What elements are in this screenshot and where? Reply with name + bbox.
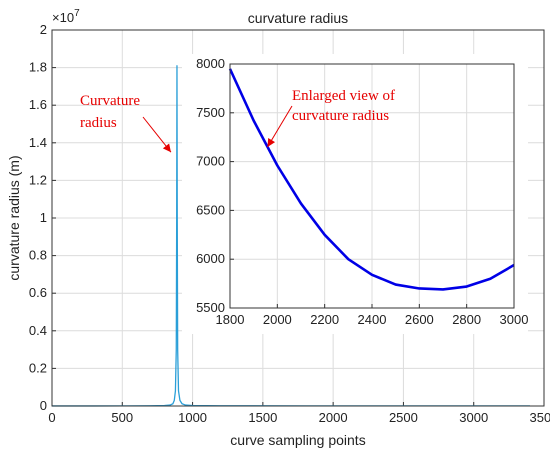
- y-exponent-power: 7: [74, 8, 80, 19]
- main-y-tick-label: 1.8: [29, 60, 47, 75]
- main-y-tick-label: 0.6: [29, 285, 47, 300]
- main-y-tick-label: 1.6: [29, 97, 47, 112]
- x-axis-label: curve sampling points: [230, 432, 365, 448]
- chart-title: curvature radius: [248, 10, 348, 26]
- inset-y-tick-label: 5500: [196, 300, 225, 315]
- inset-x-tick-label: 1800: [216, 312, 245, 327]
- main-x-tick-label: 0: [48, 410, 55, 425]
- annotation-curvature-radius-line2: radius: [80, 115, 117, 131]
- main-y-tick-label: 0.8: [29, 248, 47, 263]
- annotation-enlarged-view: Enlarged view of: [292, 88, 395, 104]
- main-y-tick-label: 0.2: [29, 360, 47, 375]
- inset-x-tick-label: 2800: [452, 312, 481, 327]
- main-x-tick-label: 1500: [248, 410, 277, 425]
- inset-axes-frame: [229, 63, 515, 309]
- inset-y-tick-label: 6500: [196, 202, 225, 217]
- inset-x-tick-label: 2600: [405, 312, 434, 327]
- main-x-tick-label: 2000: [319, 410, 348, 425]
- inset-y-tick-label: 7000: [196, 154, 225, 169]
- main-y-tick-label: 1: [40, 210, 47, 225]
- inset-x-tick-label: 3000: [500, 312, 529, 327]
- annotation-curvature-radius: Curvature: [80, 93, 140, 109]
- main-y-tick-label: 1.2: [29, 172, 47, 187]
- inset-x-tick-label: 2200: [310, 312, 339, 327]
- main-x-tick-label: 2500: [389, 410, 418, 425]
- main-y-tick-label: 0.4: [29, 323, 47, 338]
- main-y-tick-label: 0: [40, 398, 47, 413]
- inset-x-tick-label: 2000: [263, 312, 292, 327]
- main-x-tick-label: 3000: [459, 410, 488, 425]
- inset-x-tick-label: 2400: [358, 312, 387, 327]
- main-y-tick-label: 1.4: [29, 135, 47, 150]
- main-x-tick-label: 500: [111, 410, 133, 425]
- inset-annotation-arrow-head: [267, 138, 276, 147]
- y-exponent-label: ×107: [52, 8, 80, 25]
- annotation-arrow-head: [162, 143, 171, 153]
- inset-y-tick-label: 6000: [196, 251, 225, 266]
- inset-series-line: [228, 68, 515, 291]
- inset-y-tick-label: 7500: [196, 105, 225, 120]
- annotation-enlarged-view-line2: curvature radius: [292, 108, 389, 124]
- main-x-tick-label: 1000: [178, 410, 207, 425]
- main-axes-frame: [51, 29, 545, 407]
- inset-chart: 1800 2000 2200 2400 2600 2800 3000 5500 6000 6500…: [182, 54, 528, 334]
- y-axis-label: curvature radius (m): [6, 155, 22, 280]
- main-y-tick-label: 2: [40, 22, 47, 37]
- inset-y-tick-label: 8000: [196, 56, 225, 71]
